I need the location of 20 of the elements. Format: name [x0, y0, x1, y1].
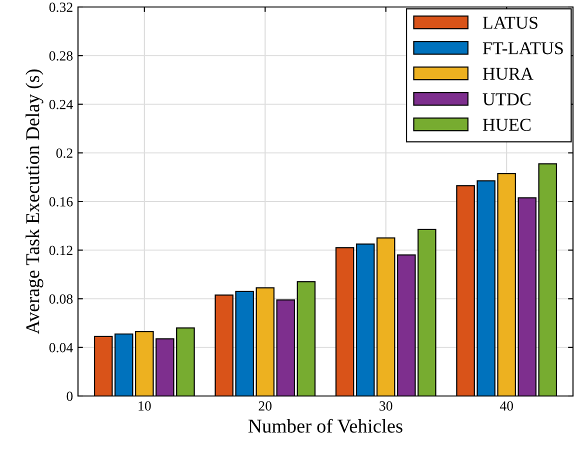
- x-tick-label: 10: [138, 401, 151, 411]
- legend-label: LATUS: [482, 16, 538, 29]
- y-tick-label: 0.12: [49, 246, 72, 256]
- y-tick-label: 0.16: [49, 197, 73, 207]
- y-tick-label: 0.08: [49, 294, 73, 304]
- legend-label: FT-LATUS: [482, 42, 563, 54]
- y-tick-label: 0.2: [56, 148, 72, 158]
- y-axis-title: Average Task Execution Delay (s): [26, 69, 44, 334]
- legend-label: HUEC: [482, 118, 531, 131]
- x-tick-label: 30: [380, 401, 392, 411]
- y-tick-label: 0.32: [49, 2, 72, 12]
- x-tick-label: 40: [500, 401, 514, 411]
- y-tick-label: 0.24: [49, 100, 73, 110]
- y-tick-label: 0.28: [49, 51, 73, 61]
- y-tick-label: 0: [66, 392, 73, 401]
- x-axis-title: Number of Vehicles: [248, 418, 402, 433]
- x-tick-label: 20: [258, 401, 272, 411]
- legend-label: UTDC: [482, 93, 531, 106]
- y-tick-label: 0.04: [49, 342, 73, 352]
- legend-label: HURA: [482, 68, 534, 80]
